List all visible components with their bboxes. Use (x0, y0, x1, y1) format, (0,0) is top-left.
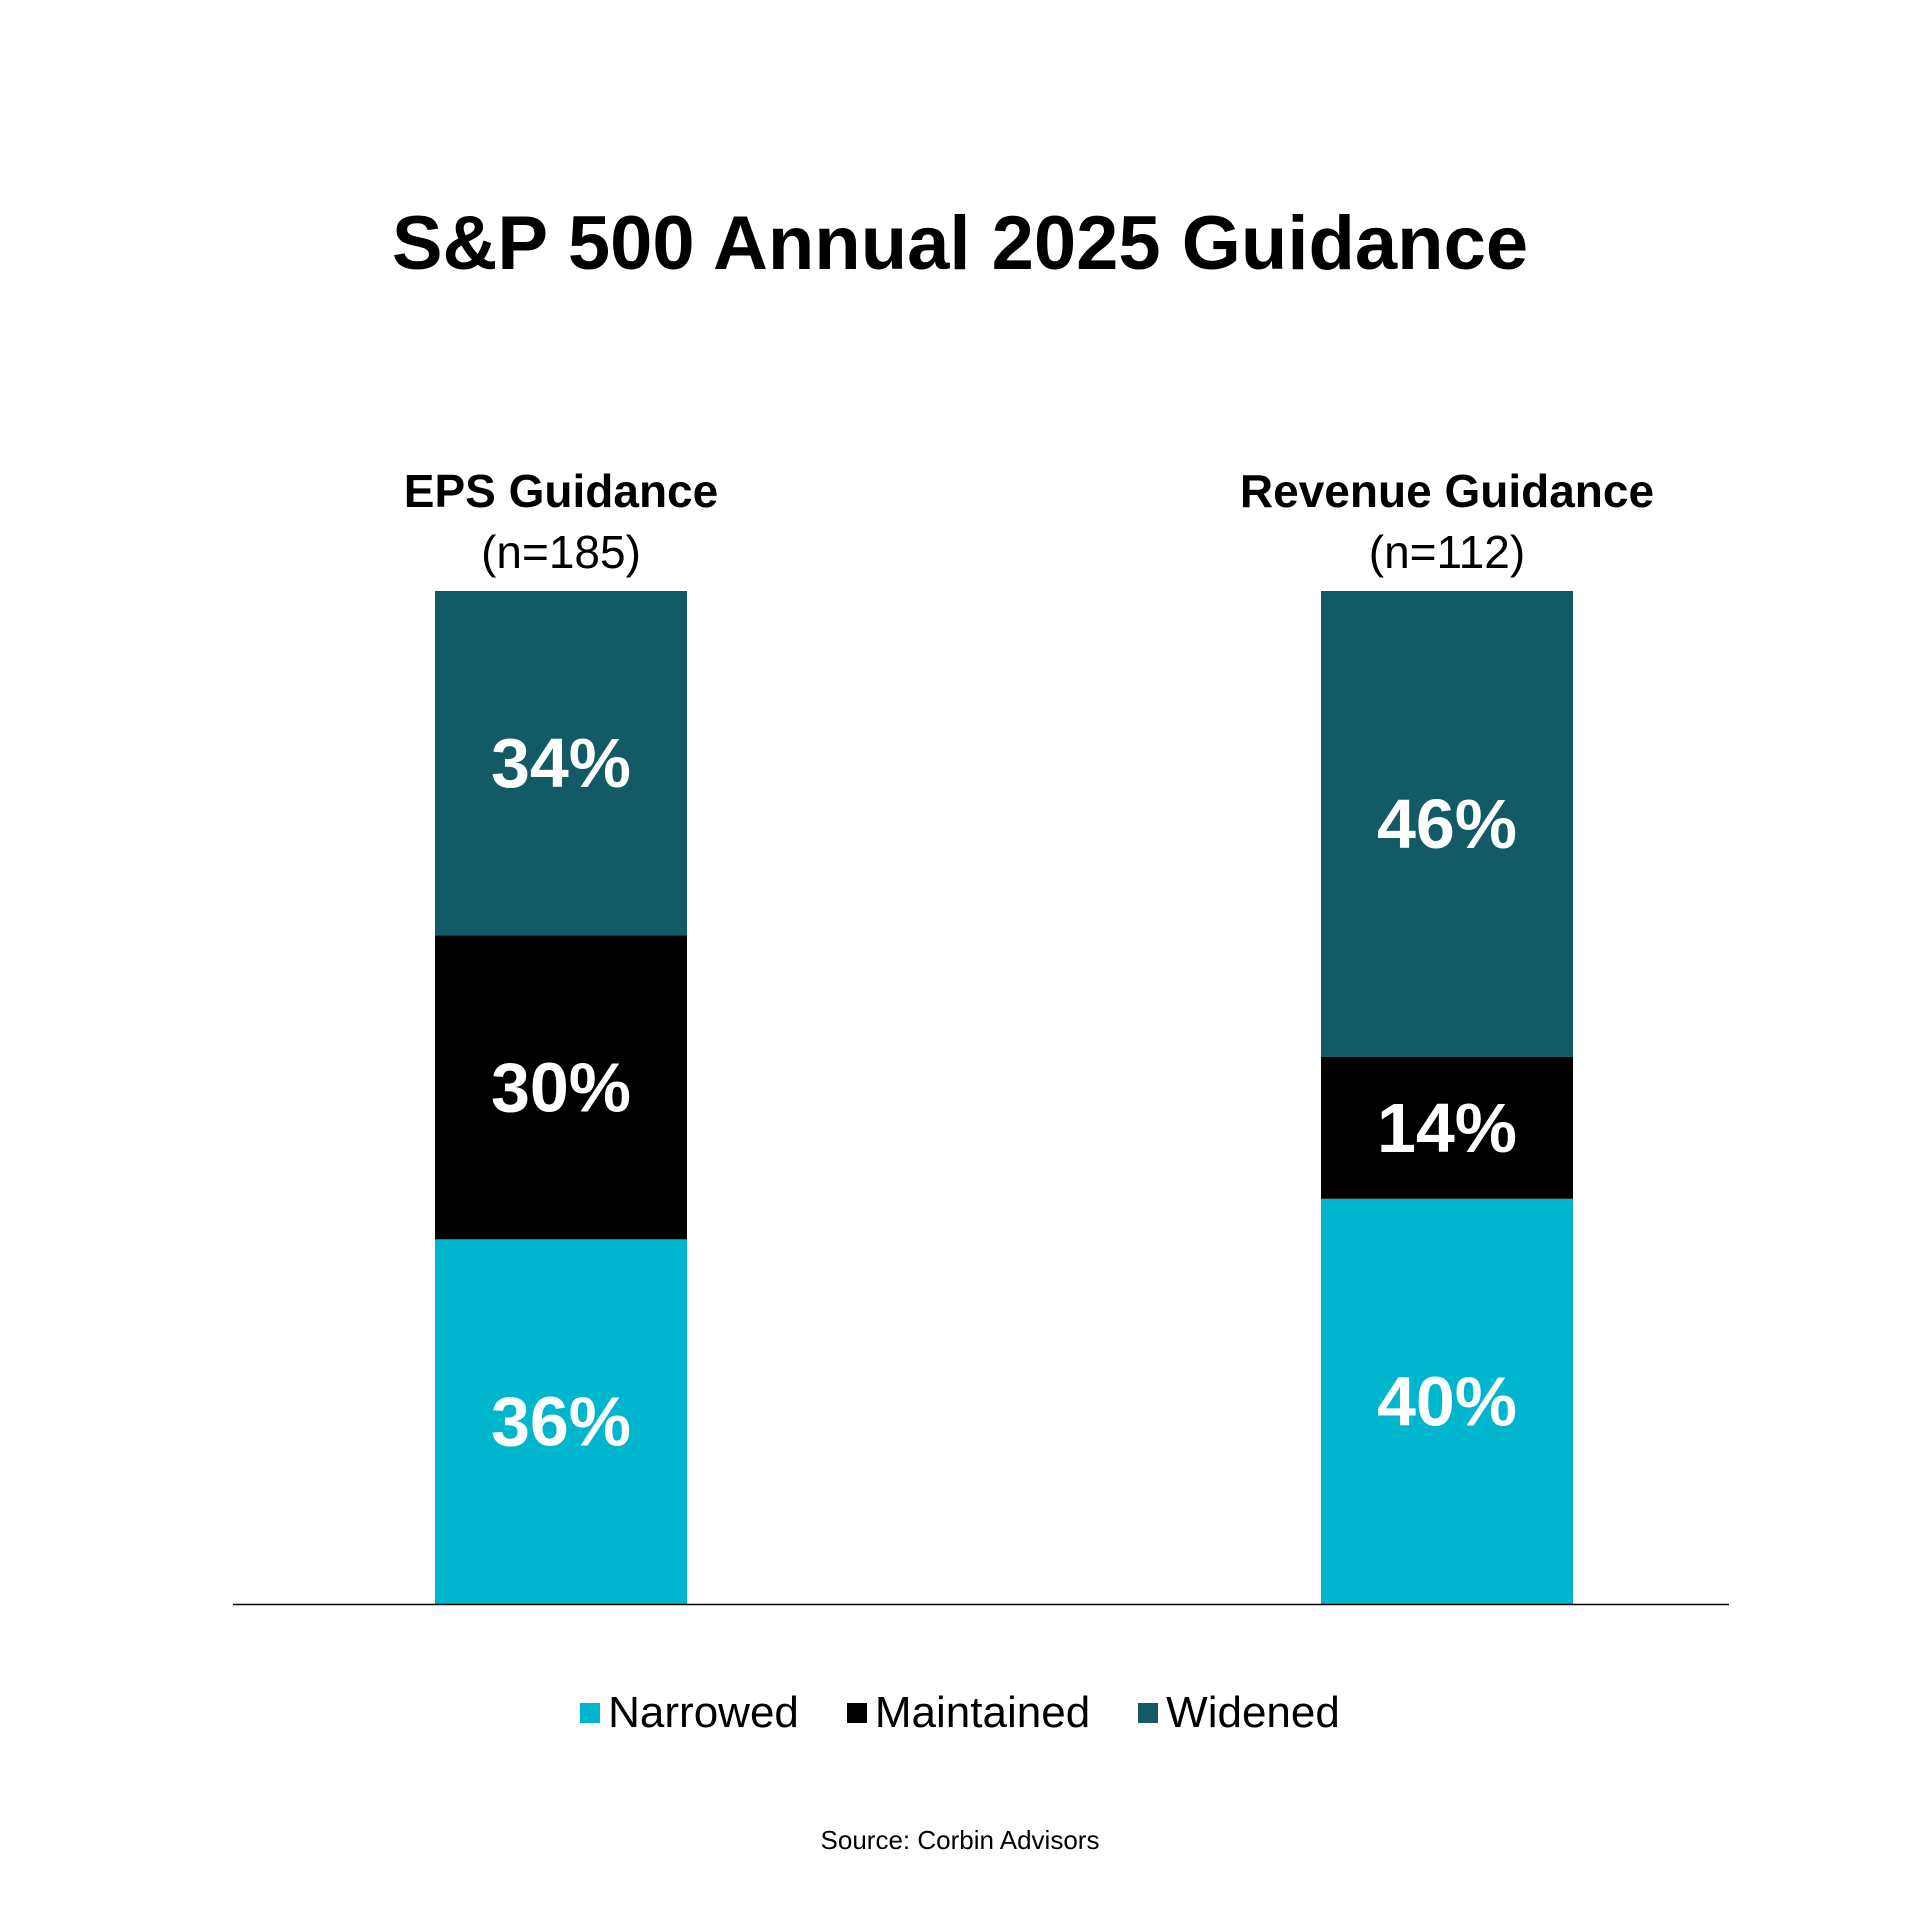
bar-segment-maintained (435, 935, 687, 1240)
legend-label: Maintained (874, 1688, 1091, 1737)
legend-swatch (846, 1703, 867, 1723)
legend-item-widened: Widened (1138, 1688, 1340, 1738)
bar-segment-narrowed (435, 1239, 687, 1604)
bar-segment-maintained (1321, 1056, 1573, 1199)
category-label: EPS Guidance (404, 465, 718, 517)
data-label: 36% (491, 1383, 631, 1461)
bar-segment-widened (1321, 591, 1573, 1057)
data-label: 40% (1377, 1362, 1517, 1440)
source-note: Source: Corbin Advisors (820, 1825, 1100, 1855)
legend-swatch (580, 1703, 601, 1723)
legend-label: Widened (1166, 1688, 1340, 1737)
category-sublabel: (n=185) (481, 526, 641, 578)
data-label: 34% (491, 724, 631, 802)
data-label: 14% (1377, 1089, 1517, 1167)
chart-title: S&P 500 Annual 2025 Guidance (391, 201, 1529, 286)
legend-label: Narrowed (608, 1688, 799, 1737)
category-sublabel: (n=112) (1369, 526, 1525, 578)
legend-swatch (1138, 1703, 1159, 1723)
bar-segment-narrowed (1321, 1198, 1573, 1604)
category-label: Revenue Guidance (1240, 465, 1654, 517)
legend: Narrowed Maintained Widened (0, 1688, 1920, 1738)
data-label: 30% (491, 1048, 631, 1126)
bar-segment-widened (435, 591, 687, 936)
data-label: 46% (1377, 785, 1517, 863)
legend-item-maintained: Maintained (846, 1688, 1091, 1738)
legend-item-narrowed: Narrowed (580, 1688, 799, 1738)
